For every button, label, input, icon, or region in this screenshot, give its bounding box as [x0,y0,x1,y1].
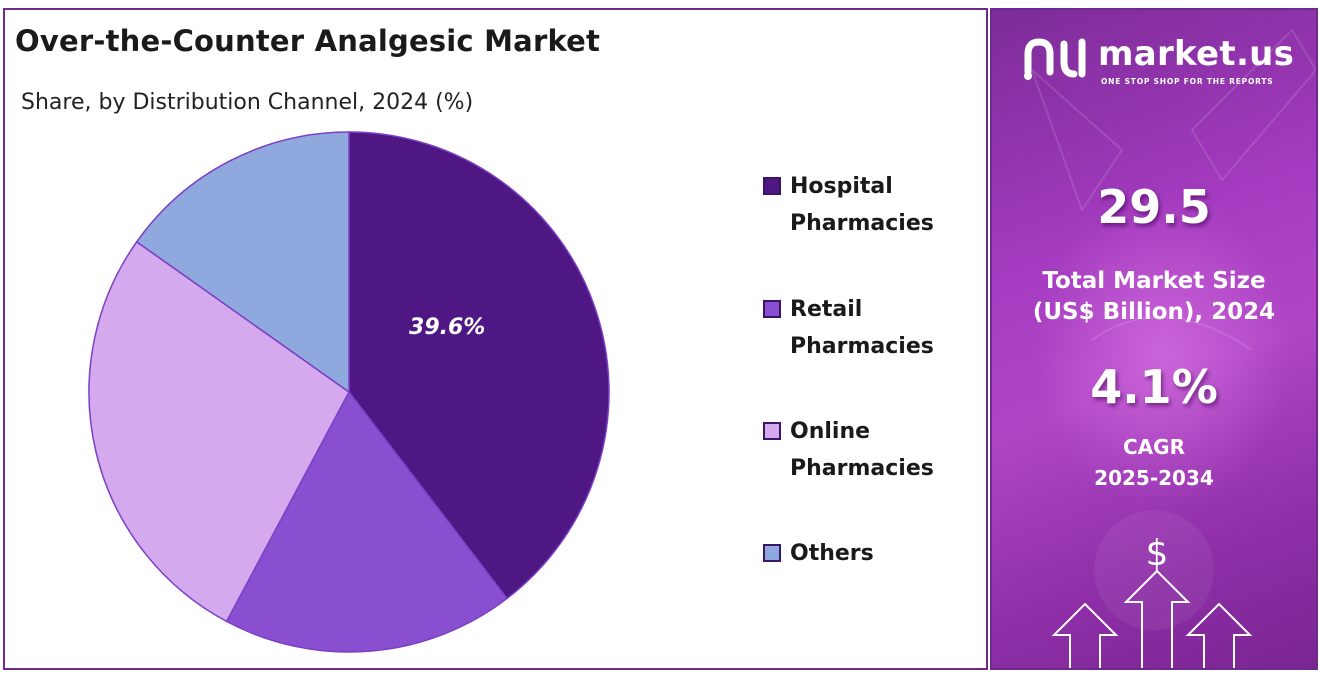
legend-swatch-hospital-pharmacies [763,177,781,195]
chart-title: Over-the-Counter Analgesic Market [15,24,601,58]
cagr-value: 4.1% [1090,360,1218,414]
legend-label-line: Online [790,419,871,444]
legend-label-line: Pharmacies [790,456,934,481]
chart-subtitle: Share, by Distribution Channel, 2024 (%) [21,90,474,115]
legend-label-retail-pharmacies: Retail Pharmacies [790,291,985,365]
background-glow [1032,190,1292,510]
market-size-label-line: (US$ Billion), 2024 [1032,299,1276,325]
legend-swatch-retail-pharmacies [763,300,781,318]
brand-name: market.us [1098,34,1295,74]
pie-chart: 39.6% [88,131,610,653]
growth-graphic: $ [1051,533,1253,668]
pie-slice-online-pharmacies [88,240,350,623]
legend-swatch-others [763,544,781,562]
market-size-value: 29.5 [1097,180,1211,234]
legend-label-line: Pharmacies [790,334,934,359]
pie-slice-retail-pharmacies [225,390,509,653]
cagr-label-line: CAGR [1123,435,1185,459]
legend-label-online-pharmacies: Online Pharmacies [790,413,985,487]
brand-tagline: ONE STOP SHOP FOR THE REPORTS [1101,77,1274,86]
data-label-hospital-pharmacies: 39.6% [409,315,485,340]
legend-label-hospital-pharmacies: Hospital Pharmacies [790,168,985,242]
pie-slice-hospital-pharmacies [348,131,610,600]
dollar-icon: $ [1146,533,1169,574]
cagr-label: CAGR 2025-2034 [992,432,1316,494]
legend-label-line: Others [790,541,874,566]
chart-panel: Over-the-Counter Analgesic Market Share,… [3,8,988,670]
legend-swatch-online-pharmacies [763,422,781,440]
pie-slice-others [135,131,350,394]
background-decoration [1031,28,1316,630]
cagr-label-line: 2025-2034 [1094,466,1214,490]
legend-label-others: Others [790,535,985,572]
legend-label-line: Pharmacies [790,211,934,236]
legend-label-line: Hospital [790,174,893,199]
legend-label-line: Retail [790,297,863,322]
summary-panel: market.us ONE STOP SHOP FOR THE REPORTS … [990,8,1318,670]
market-size-label-line: Total Market Size [1042,268,1266,294]
growth-arrows-icon [1051,569,1253,668]
market-us-logo-icon [1024,38,1086,80]
brand: market.us ONE STOP SHOP FOR THE REPORTS [1022,32,1312,92]
market-size-label: Total Market Size (US$ Billion), 2024 [992,266,1316,328]
